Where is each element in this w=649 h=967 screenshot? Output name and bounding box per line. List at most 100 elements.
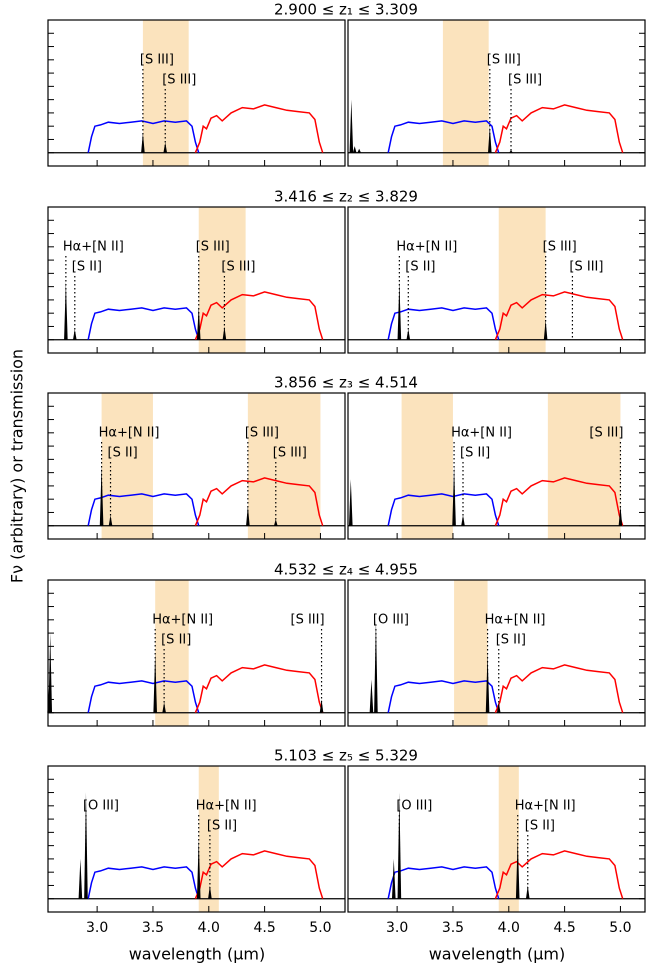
band — [401, 393, 453, 539]
emission-line — [515, 839, 520, 899]
emission-line — [153, 653, 157, 713]
emission-line — [488, 126, 492, 153]
emission-line — [84, 792, 88, 899]
filter-curve — [387, 120, 500, 153]
emission-line — [141, 132, 145, 153]
x-tick-label: 3.5 — [442, 920, 464, 936]
x-tick-label: 5.0 — [609, 920, 631, 936]
row-title: 3.416 ≤ z₂ ≤ 3.829 — [274, 188, 418, 206]
band — [498, 207, 546, 353]
band — [101, 393, 153, 539]
panel-frame — [47, 206, 346, 354]
line-label: [S III] — [589, 426, 623, 441]
y-axis-label: Fν (arbitrary) or transmission — [8, 349, 27, 583]
filter-curve — [87, 866, 200, 899]
line-label: [S III] — [291, 613, 325, 628]
filter-curve — [194, 291, 324, 340]
line-label: [S II] — [496, 633, 526, 648]
line-label: [S II] — [108, 446, 138, 461]
line-label: [S II] — [161, 633, 191, 648]
band — [498, 766, 519, 912]
emission-line — [196, 839, 201, 899]
line-label: Hα+[N II] — [515, 799, 576, 814]
panel-frame — [47, 765, 346, 913]
filter-curve — [387, 680, 500, 713]
emission-line — [64, 281, 68, 340]
filter-curve — [194, 104, 324, 153]
x-tick-label: 4.0 — [198, 920, 220, 936]
band — [442, 20, 489, 166]
emission-line — [509, 150, 513, 153]
emission-line — [406, 329, 411, 340]
band — [547, 393, 621, 539]
row-title: 2.900 ≤ z₁ ≤ 3.309 — [274, 1, 418, 19]
emission-line — [72, 329, 77, 340]
line-label: [S III] — [569, 260, 603, 275]
filter-curve — [194, 850, 324, 899]
line-label: [O III] — [373, 613, 409, 628]
line-label: Hα+[N II] — [485, 613, 546, 628]
filter-curve — [494, 664, 624, 713]
line-label: Hα+[N II] — [451, 426, 512, 441]
x-tick-label: 5.0 — [309, 920, 331, 936]
filter-curve — [494, 104, 624, 153]
row-title: 5.103 ≤ z₅ ≤ 5.329 — [274, 747, 418, 765]
band — [247, 393, 321, 539]
line-label: Hα+[N II] — [196, 799, 257, 814]
x-tick-label: 3.0 — [86, 920, 108, 936]
line-label: [S III] — [273, 446, 307, 461]
line-label: [S II] — [72, 260, 102, 275]
row-title: 3.856 ≤ z₃ ≤ 4.514 — [274, 374, 418, 392]
line-label: [S III] — [543, 240, 577, 255]
band — [198, 766, 219, 912]
filter-curve — [494, 291, 624, 340]
emission-line — [543, 319, 548, 340]
line-label: [S II] — [460, 446, 490, 461]
line-label: [S III] — [245, 426, 279, 441]
x-tick-label: 4.5 — [553, 920, 575, 936]
line-label: [O III] — [83, 799, 119, 814]
emission-line — [397, 792, 402, 899]
panel-frame — [47, 392, 346, 540]
filter-curve — [494, 850, 624, 899]
line-label: Hα+[N II] — [63, 240, 124, 255]
emission-line — [452, 466, 456, 526]
filter-curve — [387, 493, 500, 526]
line-label: [S II] — [405, 260, 435, 275]
filter-curve — [387, 866, 500, 899]
emission-line — [162, 702, 166, 713]
line-label: [S III] — [162, 73, 196, 88]
emission-line — [352, 146, 357, 153]
x-tick-label: 3.0 — [386, 920, 408, 936]
filter-curve — [87, 493, 200, 526]
panel-frame — [347, 765, 646, 913]
line-label: [S III] — [221, 260, 255, 275]
panel-frame — [47, 579, 346, 727]
emission-line — [348, 479, 353, 526]
line-label: [O III] — [396, 799, 432, 814]
x-tick-label: 3.5 — [142, 920, 164, 936]
emission-line — [397, 281, 402, 340]
line-label: [S III] — [140, 53, 174, 68]
emission-line — [349, 99, 354, 153]
line-label: Hα+[N II] — [152, 613, 213, 628]
emission-line — [485, 653, 490, 713]
emission-line — [461, 515, 465, 526]
emission-line — [196, 306, 201, 340]
panel-frame — [47, 19, 346, 167]
panel-frame — [347, 579, 646, 727]
line-label: [S III] — [508, 73, 542, 88]
filter-curve — [87, 680, 200, 713]
panel-frame — [347, 392, 646, 540]
band — [155, 580, 189, 726]
x-axis-label: wavelength (μm) — [429, 945, 566, 964]
emission-line — [163, 142, 168, 153]
panel-frame — [347, 206, 646, 354]
emission-line — [391, 858, 396, 899]
x-axis-label: wavelength (μm) — [129, 945, 266, 964]
band — [454, 580, 488, 726]
line-label: Hα+[N II] — [396, 240, 457, 255]
band — [198, 207, 246, 353]
panel-frame — [347, 19, 646, 167]
